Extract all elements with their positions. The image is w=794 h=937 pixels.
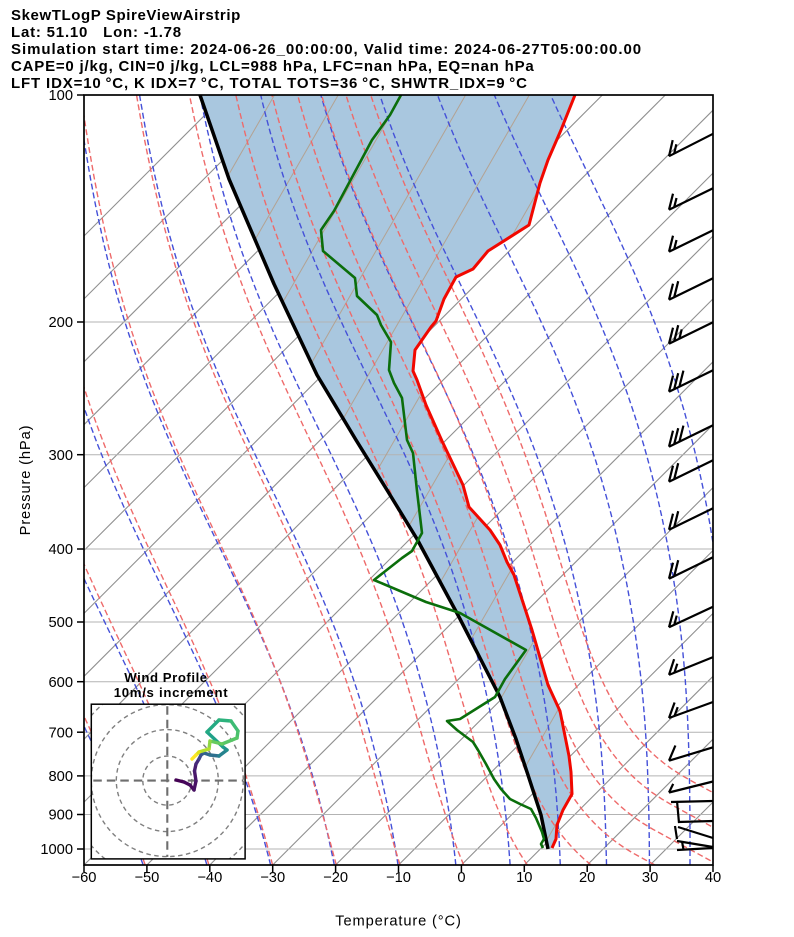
svg-text:400: 400 — [48, 542, 73, 558]
svg-text:40: 40 — [705, 870, 721, 886]
svg-text:−20: −20 — [323, 870, 348, 886]
svg-text:CAPE=0 j/kg, CIN=0 j/kg, LCL=9: CAPE=0 j/kg, CIN=0 j/kg, LCL=988 hPa, LF… — [11, 58, 535, 75]
svg-text:SkewTLogP SpireViewAirstrip: SkewTLogP SpireViewAirstrip — [11, 7, 241, 24]
svg-text:Simulation start time: 2024-06: Simulation start time: 2024-06-26_00:00:… — [11, 41, 642, 58]
svg-text:500: 500 — [48, 615, 73, 631]
svg-text:10: 10 — [516, 870, 532, 886]
svg-text:700: 700 — [48, 725, 73, 741]
svg-text:800: 800 — [48, 769, 73, 785]
svg-text:1000: 1000 — [40, 842, 73, 858]
svg-text:LFT IDX=10 °C, K IDX=7 °C, TOT: LFT IDX=10 °C, K IDX=7 °C, TOTAL TOTS=36… — [11, 75, 528, 92]
svg-text:Lat: 51.10 Lon: -1.78: Lat: 51.10 Lon: -1.78 — [11, 24, 182, 41]
svg-text:100: 100 — [48, 88, 73, 104]
svg-text:Pressure (hPa): Pressure (hPa) — [18, 425, 34, 536]
svg-text:300: 300 — [48, 448, 73, 464]
svg-text:Temperature (°C): Temperature (°C) — [335, 914, 461, 930]
svg-text:600: 600 — [48, 675, 73, 691]
svg-text:Wind Profile: Wind Profile — [124, 670, 207, 685]
svg-text:900: 900 — [48, 808, 73, 824]
svg-text:−40: −40 — [197, 870, 222, 886]
svg-text:−60: −60 — [72, 870, 97, 886]
svg-text:200: 200 — [48, 315, 73, 331]
svg-text:−30: −30 — [260, 870, 285, 886]
svg-text:30: 30 — [642, 870, 658, 886]
svg-text:−10: −10 — [386, 870, 411, 886]
svg-text:0: 0 — [457, 870, 465, 886]
svg-text:−50: −50 — [134, 870, 159, 886]
svg-text:10m/s increment: 10m/s increment — [114, 685, 229, 700]
svg-text:20: 20 — [579, 870, 595, 886]
